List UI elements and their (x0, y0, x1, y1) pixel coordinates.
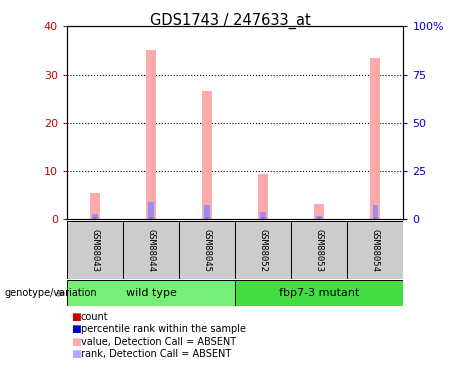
FancyBboxPatch shape (291, 221, 347, 279)
Bar (314, 204, 324, 219)
FancyBboxPatch shape (67, 221, 123, 279)
FancyBboxPatch shape (179, 221, 235, 279)
FancyBboxPatch shape (67, 280, 235, 306)
Text: GSM88044: GSM88044 (147, 229, 155, 272)
Bar (93, 217, 96, 219)
Bar (206, 217, 209, 219)
Bar (372, 205, 378, 219)
Text: count: count (81, 312, 108, 322)
Text: ■: ■ (71, 349, 81, 359)
Text: wild type: wild type (125, 288, 177, 298)
Text: GSM88053: GSM88053 (315, 229, 324, 272)
Bar (202, 92, 212, 219)
Text: ■: ■ (71, 337, 81, 346)
Bar (146, 50, 156, 219)
Text: ■: ■ (71, 312, 81, 322)
FancyBboxPatch shape (235, 280, 403, 306)
Text: fbp7-3 mutant: fbp7-3 mutant (279, 288, 360, 298)
Bar (316, 216, 322, 219)
Text: GSM88052: GSM88052 (259, 229, 268, 272)
Text: rank, Detection Call = ABSENT: rank, Detection Call = ABSENT (81, 349, 231, 359)
Text: GSM88054: GSM88054 (371, 229, 380, 272)
Bar (318, 217, 321, 219)
FancyBboxPatch shape (123, 221, 179, 279)
Text: GSM88045: GSM88045 (202, 229, 212, 272)
Bar (149, 217, 153, 219)
Text: genotype/variation: genotype/variation (5, 288, 97, 298)
Bar (261, 217, 265, 219)
FancyBboxPatch shape (347, 221, 403, 279)
Bar (90, 193, 100, 219)
Bar (258, 174, 268, 219)
Text: ■: ■ (71, 324, 81, 334)
Text: percentile rank within the sample: percentile rank within the sample (81, 324, 246, 334)
Text: GDS1743 / 247633_at: GDS1743 / 247633_at (150, 13, 311, 29)
Bar (374, 217, 377, 219)
Text: value, Detection Call = ABSENT: value, Detection Call = ABSENT (81, 337, 236, 346)
Bar (370, 58, 380, 219)
Bar (204, 205, 210, 219)
Bar (92, 214, 98, 219)
Bar (148, 202, 154, 219)
Text: GSM88043: GSM88043 (90, 229, 100, 272)
Bar (260, 212, 266, 219)
FancyBboxPatch shape (235, 221, 291, 279)
